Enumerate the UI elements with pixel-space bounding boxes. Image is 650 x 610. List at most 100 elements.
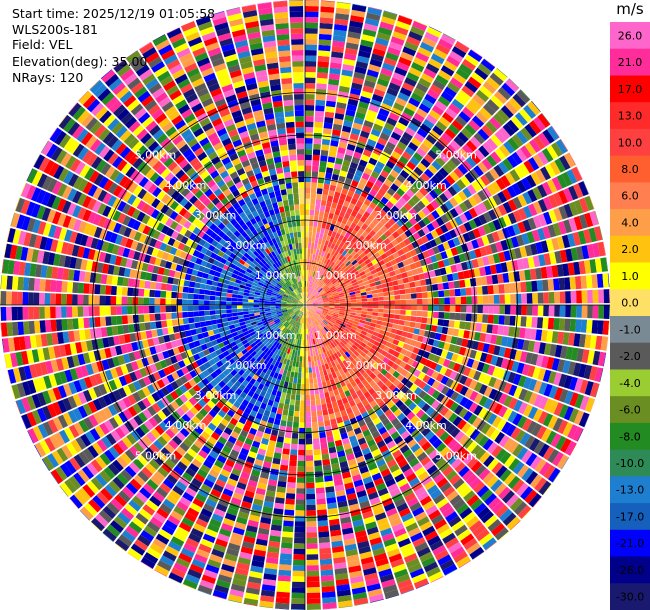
radar-gate	[262, 353, 269, 360]
radar-gate	[417, 491, 429, 502]
radar-gate	[283, 166, 291, 173]
radar-gate	[429, 331, 437, 339]
radar-gate	[517, 505, 532, 519]
radar-gate	[527, 365, 536, 378]
radar-gate	[466, 494, 480, 507]
radar-gate	[266, 349, 272, 356]
radar-gate	[197, 488, 210, 498]
radar-gate	[301, 242, 305, 249]
radar-gate	[311, 333, 315, 340]
radar-gate	[366, 314, 373, 319]
radar-gate	[313, 326, 317, 333]
radar-gate	[500, 358, 509, 369]
radar-gate	[448, 320, 455, 328]
radar-gate	[320, 564, 333, 571]
radar-gate	[543, 398, 554, 412]
radar-gate	[277, 362, 283, 369]
radar-gate	[259, 358, 265, 365]
radar-gate	[473, 381, 483, 393]
radar-gate	[364, 345, 372, 351]
radar-gate	[138, 297, 144, 305]
radar-gate	[306, 598, 321, 604]
radar-gate	[351, 305, 357, 308]
radar-gate	[305, 422, 312, 428]
radar-gate	[193, 523, 206, 533]
radar-gate	[452, 498, 466, 511]
radar-gate	[309, 372, 313, 379]
radar-gate	[284, 364, 289, 371]
radar-gate	[523, 404, 533, 417]
radar-gate	[211, 324, 219, 330]
radar-gate	[523, 377, 532, 390]
radar-gate	[465, 425, 476, 437]
radar-gate	[355, 363, 362, 371]
radar-gate	[245, 587, 260, 595]
radar-gate	[236, 481, 247, 490]
radar-gate	[296, 482, 305, 489]
radar-gate	[543, 383, 553, 397]
radar-gate	[522, 339, 530, 351]
radar-gate	[308, 356, 311, 362]
radar-gate	[353, 597, 369, 606]
radar-gate	[34, 320, 41, 334]
radar-gate	[205, 498, 217, 508]
radar-gate	[474, 332, 481, 341]
radar-gate	[311, 315, 316, 321]
radar-gate	[451, 442, 462, 454]
radar-gate	[391, 468, 403, 478]
radar-gate	[306, 504, 316, 511]
radar-gate	[346, 453, 355, 461]
radar-gate	[371, 430, 381, 439]
radar-gate	[164, 519, 178, 531]
radar-gate	[254, 493, 265, 501]
radar-gate	[170, 510, 183, 522]
radar-gate	[225, 459, 235, 468]
radar-gate	[412, 537, 426, 548]
radar-gate	[367, 408, 375, 416]
radar-gate	[434, 549, 449, 561]
radar-gate	[381, 321, 388, 327]
radar-gate	[340, 409, 348, 417]
radar-gate	[173, 562, 188, 574]
radar-gate	[306, 328, 309, 335]
radar-gate	[589, 366, 598, 381]
radar-gate	[536, 425, 547, 440]
radar-gate	[330, 535, 343, 542]
radar-gate	[236, 562, 250, 571]
radar-gate	[513, 399, 523, 412]
radar-gate	[364, 354, 371, 362]
radar-gate	[321, 353, 326, 360]
radar-gate	[382, 317, 389, 322]
radar-gate	[390, 355, 398, 363]
radar-gate	[282, 94, 293, 101]
radar-gate	[454, 462, 466, 474]
radar-gate	[83, 317, 90, 329]
radar-gate	[305, 307, 307, 313]
radar-gate	[313, 449, 321, 456]
radar-gate	[99, 316, 107, 327]
radar-gate	[311, 416, 318, 423]
radar-gate	[302, 248, 305, 254]
radar-gate	[305, 340, 308, 346]
radar-gate	[285, 493, 296, 500]
radar-gate	[305, 350, 308, 357]
radar-gate	[232, 492, 244, 501]
radar-gate	[305, 312, 307, 318]
radar-gate	[378, 522, 391, 532]
radar-gate	[446, 423, 457, 435]
radar-gate	[327, 312, 334, 316]
radar-gate	[322, 334, 328, 340]
radar-gate	[344, 448, 354, 456]
radar-gate	[356, 389, 363, 397]
radar-gate	[378, 329, 386, 335]
radar-gate	[335, 578, 350, 586]
radar-gate	[440, 334, 447, 342]
radar-gate	[558, 404, 569, 419]
radar-gate	[355, 339, 362, 345]
radar-gate	[308, 367, 313, 373]
radar-gate	[345, 487, 356, 495]
radar-gate	[306, 323, 308, 329]
radar-gate	[353, 397, 361, 405]
radar-gate	[44, 306, 51, 319]
radar-gate	[178, 476, 191, 487]
